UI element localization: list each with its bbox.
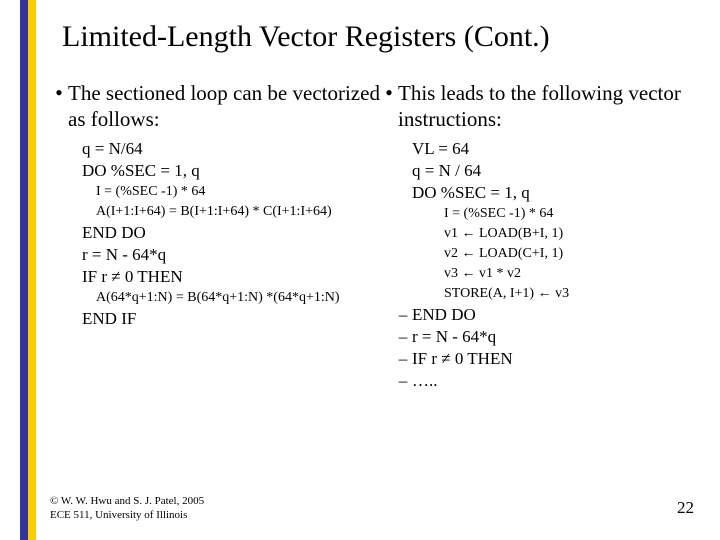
left-code-line: END IF — [82, 308, 380, 330]
bullet-icon: • — [380, 80, 398, 106]
right-dash-line: –r = N - 64*q — [394, 326, 710, 348]
right-dash-text: IF r ≠ 0 THEN — [412, 348, 513, 370]
bullet-icon: • — [50, 80, 68, 106]
right-code-line-indent: STORE(A, I+1) ← v3 — [444, 284, 710, 304]
right-code-line: q = N / 64 — [412, 160, 710, 182]
dash-icon: – — [394, 304, 412, 326]
left-column: • The sectioned loop can be vectorized a… — [50, 80, 380, 392]
left-code-line: DO %SEC = 1, q — [82, 160, 380, 182]
right-code-line-indent: v1 ← LOAD(B+I, 1) — [444, 224, 710, 244]
left-code-line: END DO — [82, 222, 380, 244]
right-dash-text: END DO — [412, 304, 476, 326]
left-bullet-text: The sectioned loop can be vectorized as … — [68, 80, 380, 132]
dash-icon: – — [394, 326, 412, 348]
page-number: 22 — [677, 498, 694, 518]
right-code-line-indent: v3 ← v1 * v2 — [444, 264, 710, 284]
right-code-line-indent: I = (%SEC -1) * 64 — [444, 204, 710, 224]
right-dash-line: –….. — [394, 370, 710, 392]
accent-stripe-yellow — [28, 0, 36, 540]
left-code-line-indent: A(64*q+1:N) = B(64*q+1:N) *(64*q+1:N) — [96, 288, 380, 308]
right-column: • This leads to the following vector ins… — [380, 80, 710, 392]
content-area: • The sectioned loop can be vectorized a… — [50, 80, 710, 392]
left-code-line: r = N - 64*q — [82, 244, 380, 266]
dash-icon: – — [394, 370, 412, 392]
right-dash-text: ….. — [412, 370, 438, 392]
footer-line-2: ECE 511, University of Illinois — [50, 508, 204, 522]
right-code-line-indent: v2 ← LOAD(C+I, 1) — [444, 244, 710, 264]
left-code-line: q = N/64 — [82, 138, 380, 160]
slide-title: Limited-Length Vector Registers (Cont.) — [62, 20, 550, 54]
dash-icon: – — [394, 348, 412, 370]
right-dash-text: r = N - 64*q — [412, 326, 496, 348]
left-code-line-indent: A(I+1:I+64) = B(I+1:I+64) * C(I+1:I+64) — [96, 202, 380, 222]
right-dash-line: –END DO — [394, 304, 710, 326]
left-code-line: IF r ≠ 0 THEN — [82, 266, 380, 288]
accent-stripe-blue — [20, 0, 28, 540]
right-code-line: DO %SEC = 1, q — [412, 182, 710, 204]
copyright-footer: © W. W. Hwu and S. J. Patel, 2005 ECE 51… — [50, 494, 204, 522]
footer-line-1: © W. W. Hwu and S. J. Patel, 2005 — [50, 494, 204, 508]
right-bullet: • This leads to the following vector ins… — [380, 80, 710, 132]
right-dash-line: –IF r ≠ 0 THEN — [394, 348, 710, 370]
right-bullet-text: This leads to the following vector instr… — [398, 80, 710, 132]
left-code-line-indent: I = (%SEC -1) * 64 — [96, 182, 380, 202]
left-bullet: • The sectioned loop can be vectorized a… — [50, 80, 380, 132]
right-code-line: VL = 64 — [412, 138, 710, 160]
